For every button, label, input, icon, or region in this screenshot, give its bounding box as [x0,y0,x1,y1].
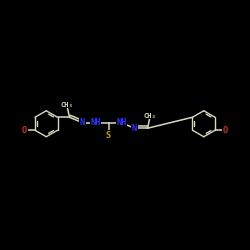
Text: N: N [80,118,85,127]
Text: CH₃: CH₃ [61,102,74,108]
Text: NH: NH [116,118,127,127]
Text: NH: NH [90,118,101,127]
Text: S: S [106,131,111,140]
Text: CH₃: CH₃ [144,113,156,119]
Text: O: O [223,126,228,135]
Text: N: N [132,124,137,133]
Text: O: O [22,126,27,135]
